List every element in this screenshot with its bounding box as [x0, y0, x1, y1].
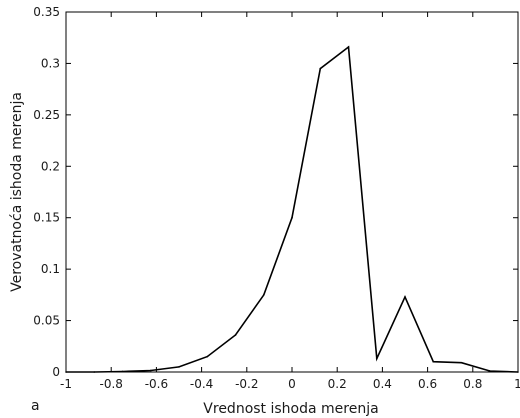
y-axis-title: Verovatnoća ishoda merenja: [9, 92, 25, 292]
data-point: [262, 294, 265, 296]
x-tick-label: -0.2: [235, 377, 258, 391]
y-tick-label: 0.15: [33, 211, 60, 225]
data-point: [488, 370, 491, 372]
data-point: [149, 369, 152, 372]
y-axis-ticks: 0 0.05 0.1 0.15 0.2 0.25 0.3 0.35: [33, 5, 518, 379]
data-point: [347, 46, 350, 48]
data-point: [93, 371, 96, 373]
x-tick-label: -0.8: [99, 377, 122, 391]
data-point: [178, 366, 180, 368]
plot-area: [65, 11, 519, 373]
x-tick-label: -0.6: [145, 377, 168, 391]
data-point: [460, 361, 463, 364]
y-tick-label: 0.25: [33, 108, 60, 122]
panel-label: a: [31, 398, 40, 414]
data-point: [319, 67, 322, 70]
x-axis-ticks: -1 -0.8 -0.6 -0.4 -0.2 0 0.2 0.4 0.6 0.8 1: [60, 12, 520, 391]
x-tick-label: 0: [288, 377, 296, 391]
series-group: [65, 45, 519, 373]
data-point: [375, 357, 378, 360]
y-tick-label: 0.1: [41, 262, 60, 276]
y-tick-label: 0.2: [41, 159, 60, 173]
y-tick-label: 0.3: [41, 56, 60, 70]
x-tick-label: -0.4: [190, 377, 213, 391]
x-tick-label: 0.4: [373, 377, 392, 391]
data-point: [234, 334, 237, 336]
data-point: [121, 370, 124, 373]
data-point: [291, 216, 293, 219]
x-tick-label: 0.2: [328, 377, 347, 391]
x-tick-label: -1: [60, 377, 72, 391]
data-point: [404, 296, 406, 298]
y-tick-label: 0.05: [33, 314, 60, 328]
y-tick-label: 0: [52, 365, 60, 379]
data-point: [432, 360, 435, 363]
data-point: [65, 371, 67, 373]
data-point: [206, 355, 209, 358]
x-tick-label: 0.6: [418, 377, 437, 391]
x-tick-label: 1: [514, 377, 520, 391]
x-axis-title: Vrednost ishoda merenja: [203, 401, 378, 417]
x-tick-label: 0.8: [463, 377, 482, 391]
y-tick-label: 0.35: [33, 5, 60, 19]
data-point: [517, 371, 519, 373]
